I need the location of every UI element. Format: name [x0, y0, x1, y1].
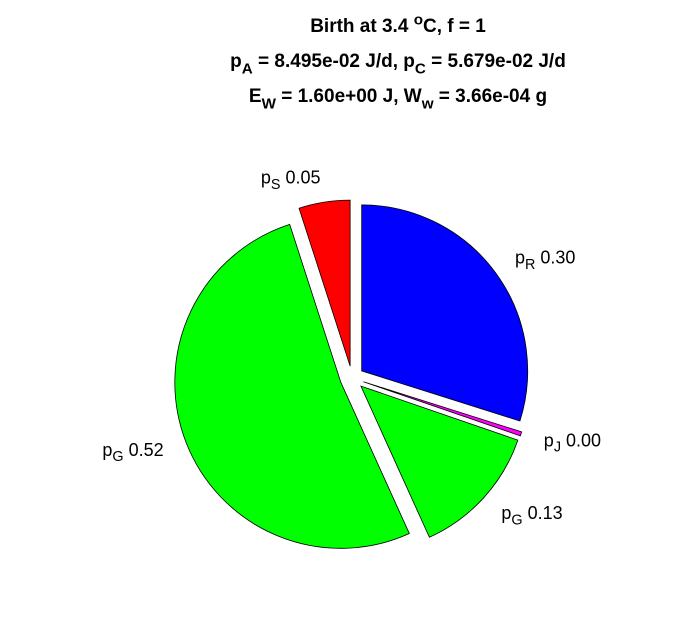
slice-label: pS 0.05 — [261, 167, 321, 192]
slice-label: pG 0.52 — [102, 440, 163, 465]
chart-title: pA = 8.495e-02 J/d, pC = 5.679e-02 J/d — [230, 51, 566, 78]
value-label: 0.30 — [540, 247, 575, 267]
slice-label: pG 0.13 — [501, 503, 562, 528]
text-part: C, f = 1 — [423, 16, 486, 37]
pie-slice — [298, 199, 351, 367]
text-sub: w — [421, 96, 434, 113]
text-sub: J — [554, 439, 561, 455]
text-part: p — [501, 503, 511, 523]
text-sub: S — [271, 177, 281, 193]
slice-label: pJ 0.00 — [544, 430, 601, 455]
chart-title: EW = 1.60e+00 J, Ww = 3.66e-04 g — [249, 86, 547, 113]
value-label: 0.52 — [129, 440, 164, 460]
text-sub: W — [262, 96, 277, 113]
text-part: = 5.679e-02 J/d — [426, 51, 566, 72]
text-part: = 8.495e-02 J/d, p — [253, 51, 415, 72]
value-label: 0.13 — [528, 503, 563, 523]
text-sub: G — [112, 449, 123, 465]
text-part: p — [261, 167, 271, 187]
text-part: p — [102, 440, 112, 460]
text-part: Birth at 3.4 — [310, 16, 413, 37]
text-sub: R — [525, 257, 535, 273]
pie-slice — [361, 204, 529, 422]
chart-title: Birth at 3.4 oC, f = 1 — [310, 11, 486, 37]
text-part: = 3.66e-04 g — [434, 86, 548, 107]
pie-slice — [174, 223, 410, 549]
text-sub: A — [242, 61, 253, 78]
text-sup: o — [414, 11, 423, 28]
text-part: p — [515, 247, 525, 267]
text-part: = 1.60e+00 J, W — [276, 86, 422, 107]
text-part: p — [544, 430, 554, 450]
text-part: p — [230, 51, 242, 72]
text-sub: C — [415, 61, 426, 78]
value-label: 0.00 — [566, 430, 601, 450]
slice-label: pR 0.30 — [515, 247, 575, 272]
pie-slice — [363, 381, 523, 437]
value-label: 0.05 — [285, 167, 320, 187]
text-part: E — [249, 86, 262, 107]
pie-slice — [360, 385, 519, 538]
text-sub: G — [511, 512, 522, 528]
